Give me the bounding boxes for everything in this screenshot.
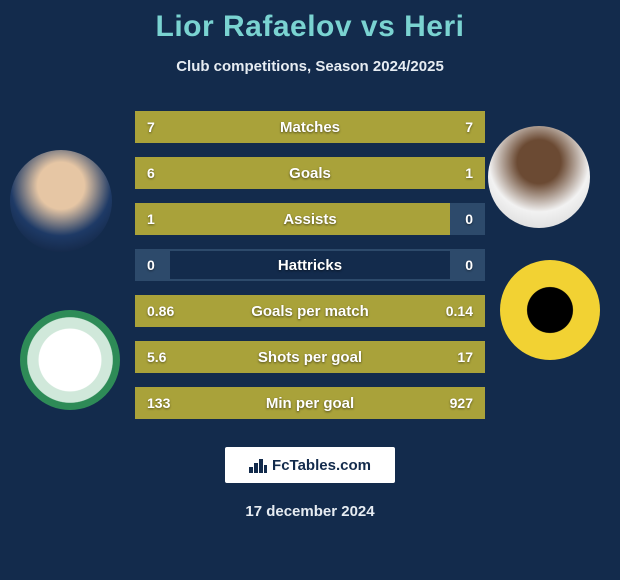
stat-value-text: 17	[457, 349, 473, 365]
stat-row: 133927Min per goal	[135, 387, 485, 419]
card-subtitle: Club competitions, Season 2024/2025	[176, 58, 444, 75]
stat-value-text: 0	[465, 257, 473, 273]
stat-value-text: 7	[465, 119, 473, 135]
stat-value-text: 133	[147, 395, 170, 411]
stat-row: 61Goals	[135, 157, 485, 189]
comparison-card: Lior Rafaelov vs Heri Club competitions,…	[0, 0, 620, 580]
stat-value-text: 0	[147, 257, 155, 273]
stat-value-text: 0	[465, 211, 473, 227]
fctables-logo: FcTables.com	[225, 447, 395, 483]
stat-bar-left-fill	[135, 295, 436, 327]
stat-value-text: 0.14	[446, 303, 473, 319]
club-crest-image	[20, 310, 120, 410]
player-left-avatar-image	[10, 150, 112, 252]
card-date: 17 december 2024	[245, 503, 374, 520]
stat-row: 77Matches	[135, 111, 485, 143]
stat-value-text: 1	[465, 165, 473, 181]
stat-row: 5.617Shots per goal	[135, 341, 485, 373]
stat-value-text: 7	[147, 119, 155, 135]
stat-outline	[135, 249, 485, 281]
player-left-avatar	[10, 150, 112, 252]
player-left-club-crest	[20, 310, 120, 410]
stat-bar-left-fill	[135, 111, 310, 143]
stat-bar-right-fill	[310, 111, 485, 143]
stat-bar-left-fill	[135, 203, 450, 235]
stat-bar-right-fill	[181, 387, 486, 419]
stat-row: 0.860.14Goals per match	[135, 295, 485, 327]
card-title: Lior Rafaelov vs Heri	[156, 10, 465, 44]
club-crest-image	[500, 260, 600, 360]
player-right-avatar-image	[488, 126, 590, 228]
stat-bar-right-fill	[436, 157, 485, 189]
player-right-club-crest	[500, 260, 600, 360]
bar-chart-icon	[249, 457, 267, 473]
stat-label: Hattricks	[135, 249, 485, 281]
stat-bar-right-fill	[223, 341, 486, 373]
stat-value-text: 5.6	[147, 349, 166, 365]
stat-row: 0 0Hattricks	[135, 249, 485, 281]
stat-value-text: 927	[450, 395, 473, 411]
stat-bar-left-fill	[135, 157, 436, 189]
stats-table: 77Matches61Goals10Assists00Hattricks0.86…	[135, 111, 485, 419]
stat-value-text: 0.86	[147, 303, 174, 319]
stat-value-text: 1	[147, 211, 155, 227]
logo-text: FcTables.com	[272, 457, 371, 474]
player-right-avatar	[488, 126, 590, 228]
stat-row: 10Assists	[135, 203, 485, 235]
stat-value-text: 6	[147, 165, 155, 181]
